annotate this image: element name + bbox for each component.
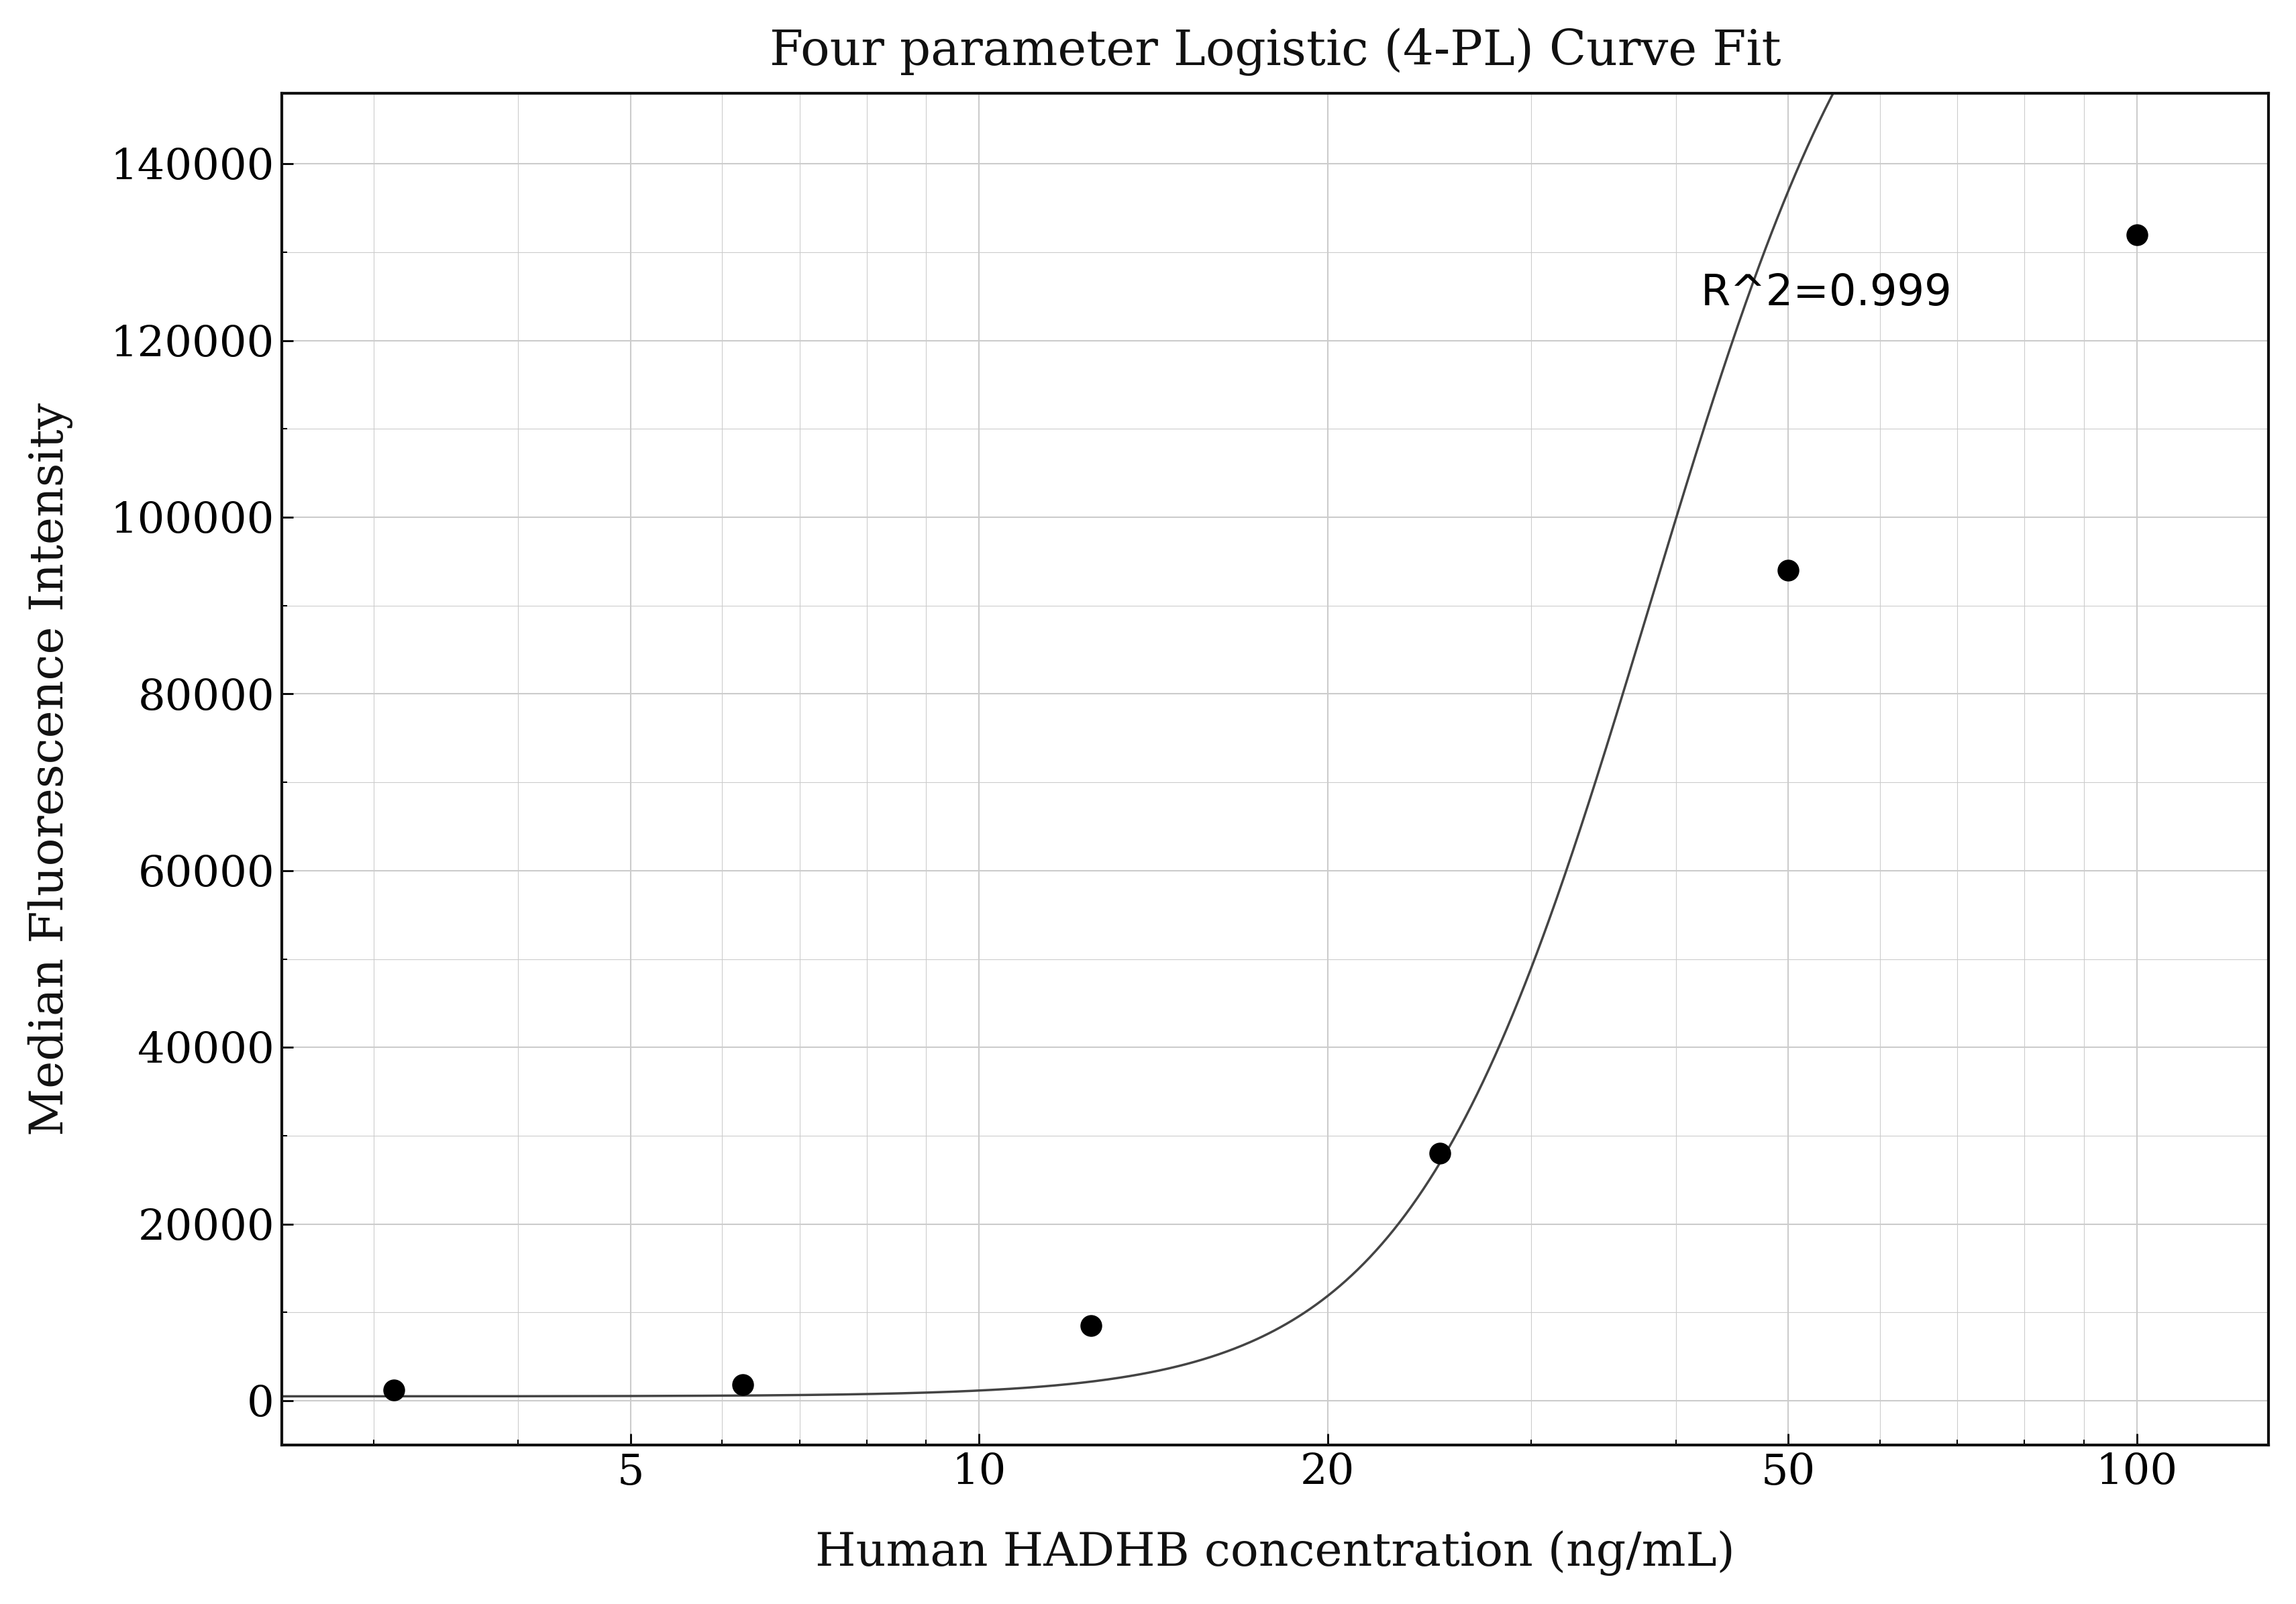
Point: [377, 1378, 413, 1404]
Point: [1421, 1140, 1458, 1166]
Point: [1072, 1312, 1109, 1338]
Point: [2117, 221, 2154, 247]
Point: [1770, 558, 1807, 584]
Text: R^2=0.999: R^2=0.999: [1699, 273, 1952, 314]
Title: Four parameter Logistic (4-PL) Curve Fit: Four parameter Logistic (4-PL) Curve Fit: [769, 27, 1779, 75]
X-axis label: Human HADHB concentration (ng/mL): Human HADHB concentration (ng/mL): [815, 1530, 1733, 1577]
Point: [723, 1371, 760, 1397]
Y-axis label: Median Fluorescence Intensity: Median Fluorescence Intensity: [28, 403, 73, 1136]
